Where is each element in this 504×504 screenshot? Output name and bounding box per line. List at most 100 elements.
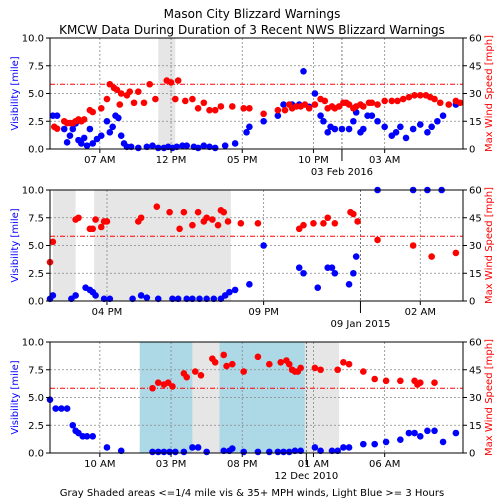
- visibility-point: [311, 444, 319, 451]
- visibility-point: [154, 144, 162, 152]
- y-tick-label-left: 7.5: [28, 365, 44, 376]
- visibility-point: [63, 139, 71, 146]
- visibility-point: [274, 448, 282, 456]
- wind-point: [220, 351, 228, 359]
- wind-point: [431, 95, 438, 103]
- visibility-point: [371, 440, 379, 448]
- visibility-point: [291, 447, 299, 455]
- wind-point: [371, 375, 379, 383]
- wind-point: [172, 95, 179, 103]
- visibility-point: [115, 114, 122, 122]
- wind-point: [153, 203, 161, 210]
- x-tick-label: 03 AM: [369, 155, 400, 166]
- x-tick-label: 09 PM: [248, 307, 279, 318]
- y-tick-label-left: 2.5: [28, 421, 44, 432]
- visibility-point: [106, 295, 114, 303]
- visibility-point: [92, 292, 99, 299]
- wind-point: [431, 379, 438, 387]
- visibility-point: [166, 448, 173, 456]
- wind-point: [75, 214, 82, 222]
- shaded-region: [52, 190, 76, 301]
- visibility-point: [106, 129, 114, 136]
- y-tick-label-right: 0: [469, 449, 475, 460]
- visibility-point: [220, 447, 228, 455]
- wind-point: [53, 125, 61, 132]
- wind-point: [388, 97, 396, 105]
- visibility-point: [194, 444, 202, 451]
- visibility-point: [173, 143, 181, 151]
- visibility-point: [69, 125, 77, 133]
- wind-point: [374, 236, 381, 244]
- wind-point: [189, 221, 196, 229]
- visibility-point: [89, 140, 97, 147]
- visibility-point: [117, 447, 125, 455]
- visibility-point: [49, 292, 57, 299]
- wind-point: [176, 225, 183, 233]
- x-tick-label: 03 PM: [156, 459, 187, 470]
- wind-point: [399, 95, 407, 103]
- wind-point: [360, 103, 367, 110]
- wind-point: [224, 218, 232, 225]
- visibility-point: [368, 112, 376, 119]
- wind-point: [321, 97, 329, 105]
- date-label: 03 Feb 2016: [311, 167, 373, 178]
- visibility-point: [317, 447, 324, 455]
- visibility-point: [374, 117, 381, 125]
- wind-point: [405, 93, 413, 101]
- wind-point: [295, 225, 303, 233]
- visibility-point: [53, 112, 61, 119]
- visibility-point: [314, 284, 322, 291]
- visibility-point: [334, 447, 341, 455]
- y-tick-label-right: 30: [469, 241, 482, 252]
- visibility-point: [143, 294, 151, 301]
- visibility-point: [172, 448, 179, 456]
- visibility-point: [300, 68, 307, 75]
- y-tick-label-right: 0: [469, 297, 475, 308]
- y-tick-label-right: 15: [469, 117, 482, 128]
- wind-point: [350, 210, 357, 218]
- y-tick-label-right: 45: [469, 365, 482, 376]
- visibility-point: [97, 132, 105, 139]
- wind-point: [214, 221, 222, 229]
- visibility-point: [154, 448, 162, 456]
- visibility-point: [381, 123, 388, 131]
- wind-point: [297, 364, 304, 372]
- visibility-point: [285, 448, 293, 456]
- wind-point: [49, 238, 57, 246]
- visibility-point: [409, 125, 417, 133]
- y-tick-label-right: 30: [469, 393, 482, 404]
- visibility-point: [83, 142, 91, 149]
- wind-point: [416, 379, 424, 387]
- wind-point: [197, 372, 205, 379]
- visibility-point: [280, 448, 287, 456]
- visibility-point: [160, 448, 168, 456]
- wind-point: [266, 360, 273, 368]
- wind-point: [300, 221, 307, 229]
- wind-point: [183, 373, 191, 381]
- y-tick-label-right: 45: [469, 61, 482, 72]
- wind-point: [174, 77, 182, 84]
- wind-point: [335, 103, 343, 110]
- wind-point: [240, 368, 247, 375]
- wind-point: [445, 101, 453, 108]
- wind-point: [254, 220, 262, 227]
- wind-point: [324, 214, 332, 222]
- wind-point: [381, 97, 388, 105]
- wind-point: [209, 216, 216, 223]
- visibility-point: [52, 405, 59, 412]
- wind-point: [281, 106, 289, 114]
- visibility-point: [411, 429, 418, 437]
- visibility-point: [260, 242, 267, 249]
- visibility-point: [345, 281, 353, 288]
- visibility-point: [246, 281, 253, 288]
- y-tick-label-right: 15: [469, 269, 482, 280]
- wind-point: [220, 208, 228, 216]
- wind-point: [428, 253, 435, 260]
- visibility-point: [80, 134, 88, 142]
- wind-point: [113, 86, 121, 94]
- visibility-point: [431, 427, 438, 435]
- visibility-point: [397, 436, 404, 443]
- wind-point: [189, 95, 196, 103]
- visibility-point: [360, 125, 367, 133]
- visibility-point: [246, 123, 253, 131]
